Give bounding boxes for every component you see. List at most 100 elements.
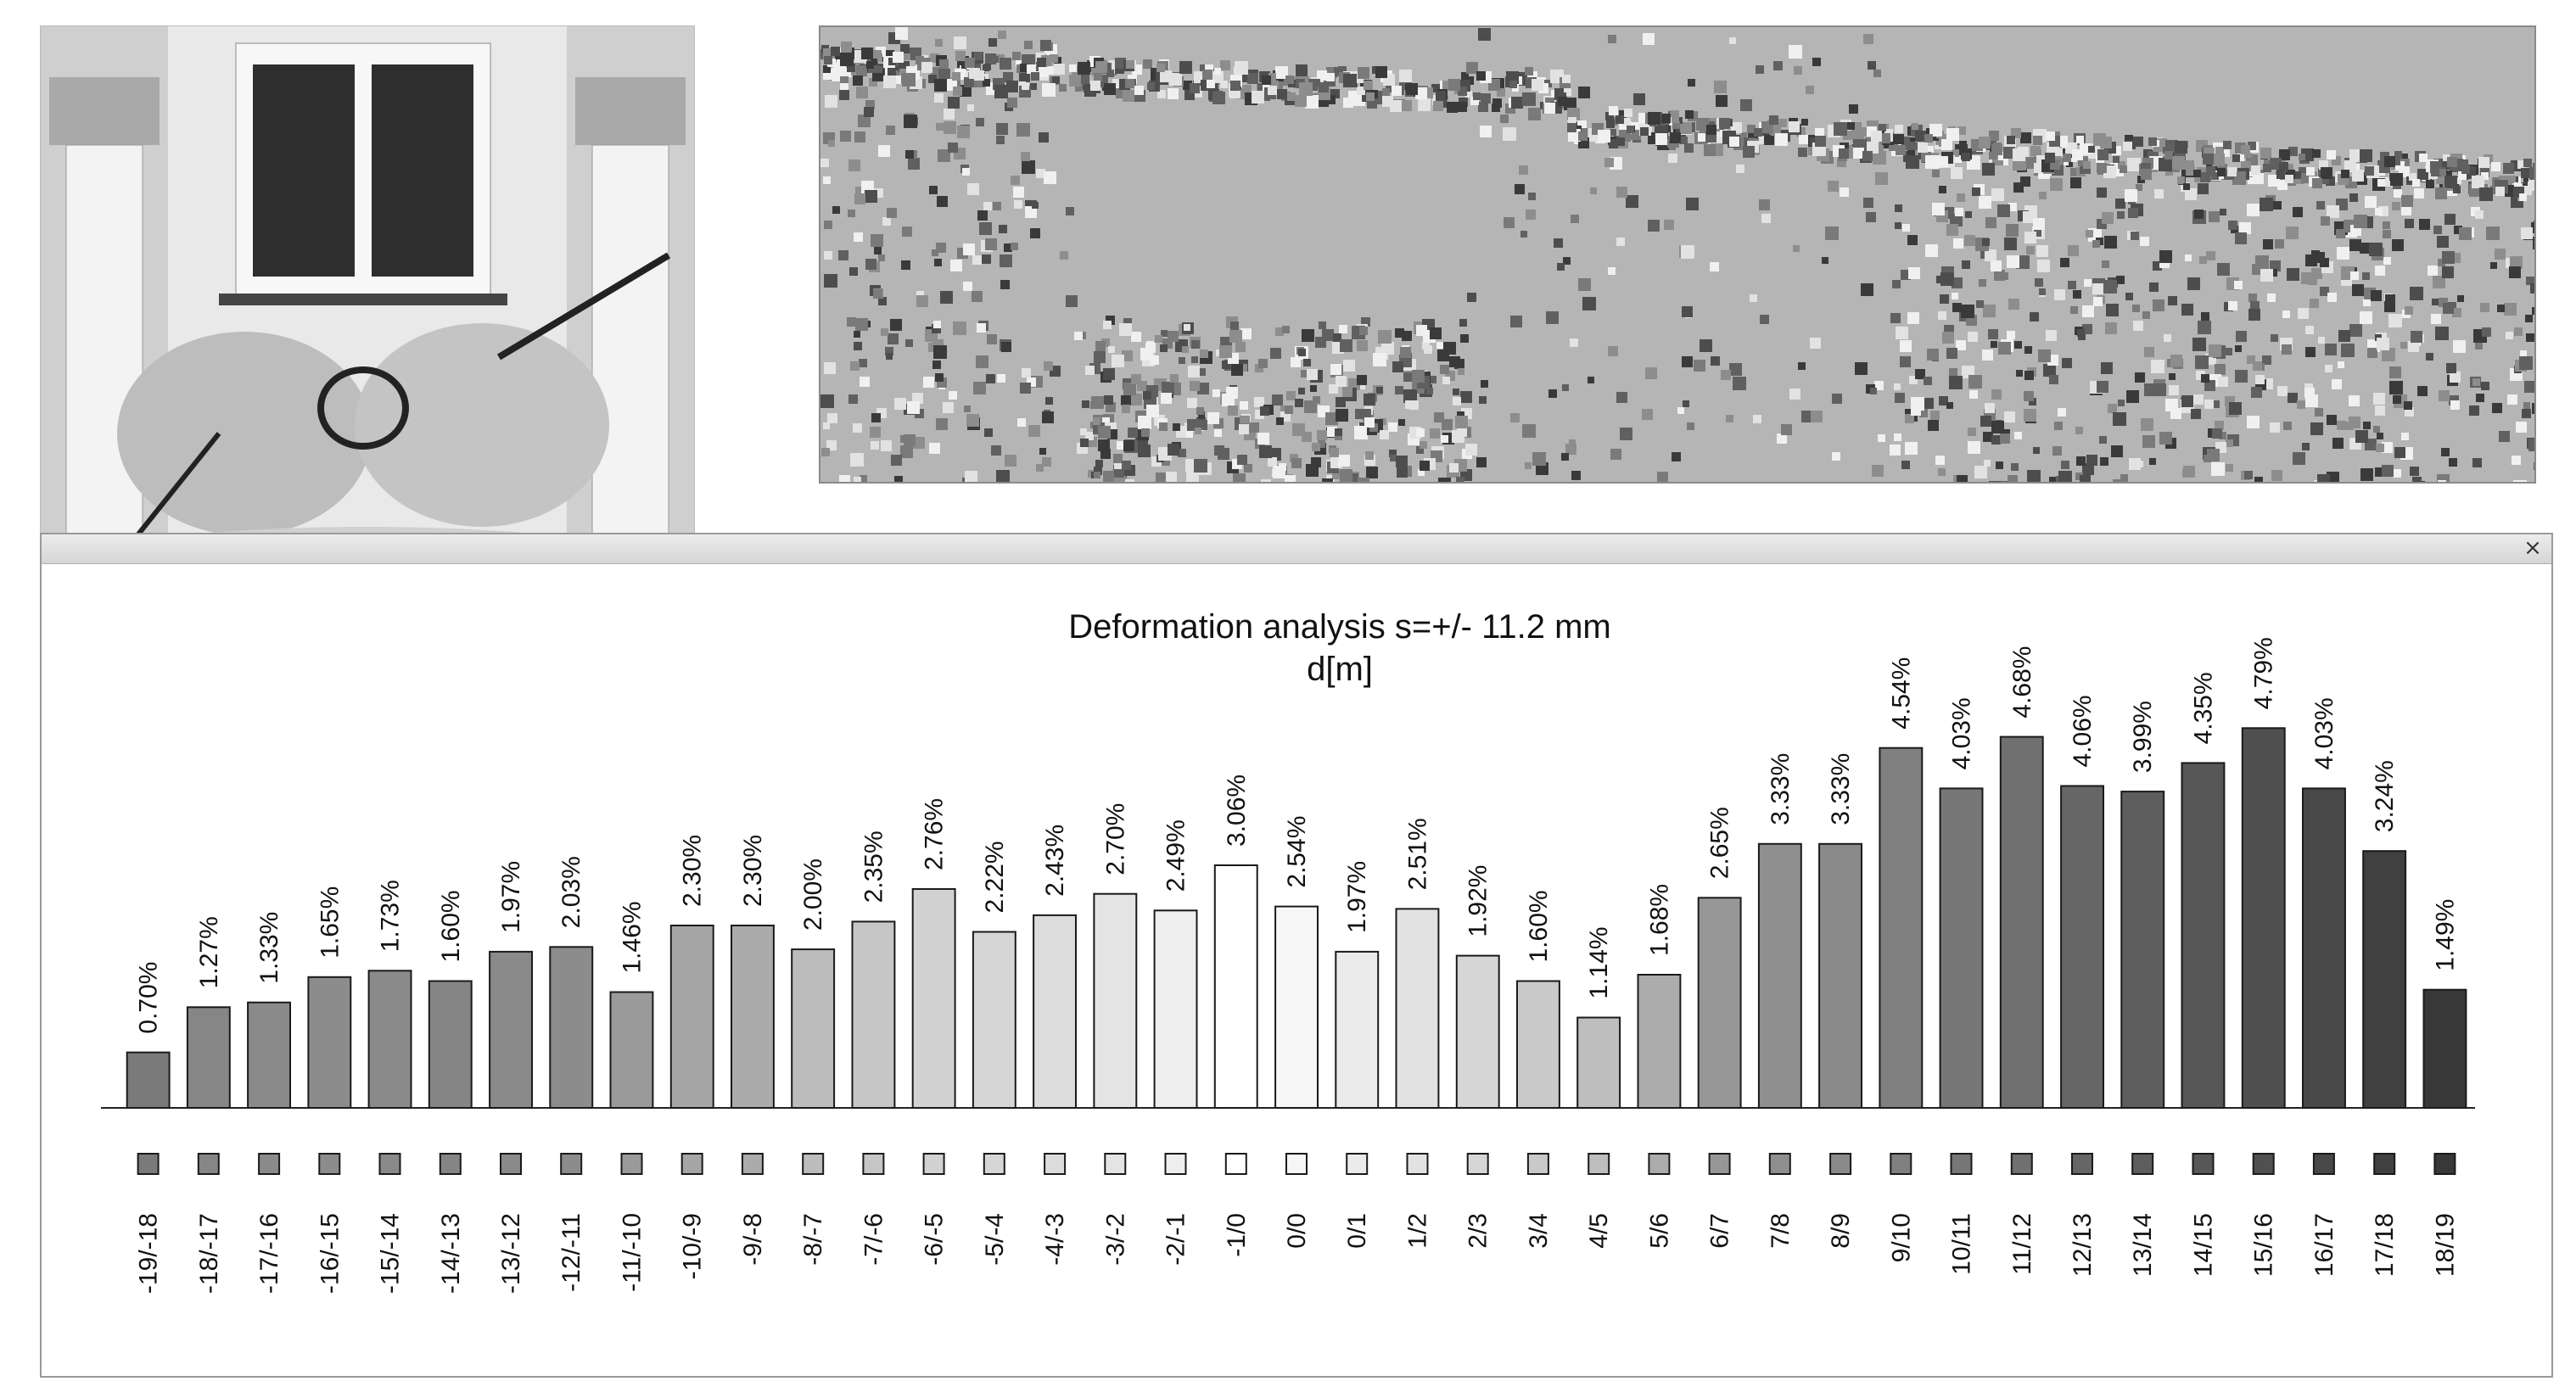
- legend-swatch: [1406, 1153, 1429, 1175]
- data-label: 1.92%: [1464, 865, 1492, 937]
- tick-label: 15/16: [2250, 1213, 2278, 1277]
- tick-label: -13/-12: [497, 1213, 525, 1294]
- tick-label: 9/10: [1887, 1213, 1915, 1262]
- data-label: 3.06%: [1223, 774, 1251, 847]
- data-label: 1.27%: [195, 916, 223, 988]
- data-label: 3.33%: [1767, 753, 1795, 825]
- legend-swatch: [1466, 1153, 1489, 1175]
- data-label: 2.03%: [557, 856, 585, 928]
- chart-window: × Deformation analysis s=+/- 11.2 mm d[m…: [40, 533, 2553, 1378]
- legend-swatch: [2433, 1153, 2456, 1175]
- bar--4/-3: [1033, 914, 1077, 1109]
- data-label: 1.49%: [2431, 899, 2459, 971]
- legend-swatch: [1346, 1153, 1369, 1175]
- data-label: 4.54%: [1887, 657, 1915, 730]
- data-label: 2.30%: [739, 835, 767, 907]
- bar-4/5: [1576, 1016, 1621, 1109]
- data-label: 2.22%: [981, 841, 1009, 913]
- legend-swatch: [1890, 1153, 1912, 1175]
- bar-16/17: [2302, 787, 2346, 1109]
- tick-label: 1/2: [1404, 1213, 1432, 1249]
- data-label: 1.65%: [316, 886, 344, 959]
- data-label: 1.60%: [437, 890, 465, 962]
- legend-swatch: [922, 1153, 945, 1175]
- legend-swatch: [741, 1153, 764, 1175]
- legend-swatch: [378, 1153, 401, 1175]
- data-label: 4.35%: [2190, 672, 2218, 744]
- tick-label: 17/18: [2371, 1213, 2399, 1277]
- legend-swatch: [1588, 1153, 1610, 1175]
- tick-label: 11/12: [2008, 1213, 2036, 1275]
- legend-swatch: [560, 1153, 583, 1175]
- bar--2/-1: [1153, 909, 1198, 1109]
- tick-label: 12/13: [2069, 1213, 2097, 1277]
- close-icon[interactable]: ×: [2523, 535, 2542, 561]
- bar--16/-15: [307, 976, 352, 1109]
- point-cloud-scan: [819, 25, 2536, 484]
- bar-11/12: [1999, 735, 2044, 1109]
- tick-label: -10/-9: [679, 1213, 707, 1279]
- tick-label: -12/-11: [557, 1213, 585, 1292]
- tick-label: 5/6: [1645, 1213, 1673, 1249]
- legend-swatch: [2373, 1153, 2396, 1175]
- legend-swatch: [197, 1153, 220, 1175]
- bar--8/-7: [791, 948, 836, 1109]
- data-label: 3.99%: [2129, 701, 2157, 773]
- legend-swatch: [500, 1153, 522, 1175]
- tick-label: 16/17: [2310, 1213, 2338, 1277]
- legend-swatch: [1044, 1153, 1067, 1175]
- bar--11/-10: [609, 991, 654, 1109]
- bar--17/-16: [247, 1001, 292, 1110]
- bar-15/16: [2241, 727, 2286, 1110]
- legend-swatch: [862, 1153, 885, 1175]
- bar--9/-8: [731, 925, 775, 1109]
- data-label: 4.68%: [2008, 646, 2036, 719]
- bars-group: 0.70% -19/-18 1.27% -18/-17 1.33% -17/-16 1.65…: [126, 637, 2467, 1294]
- tick-label: -18/-17: [195, 1213, 223, 1294]
- bar-12/13: [2060, 785, 2105, 1109]
- bar--14/-13: [428, 980, 473, 1109]
- tick-label: -19/-18: [135, 1213, 163, 1294]
- data-label: 2.54%: [1283, 816, 1311, 888]
- legend-swatch: [1950, 1153, 1973, 1175]
- legend-swatch: [258, 1153, 281, 1175]
- bar--18/-17: [186, 1006, 231, 1109]
- tick-label: -16/-15: [316, 1213, 344, 1294]
- bar-0/1: [1335, 950, 1380, 1109]
- legend-swatch: [1829, 1153, 1852, 1175]
- tick-label: 6/7: [1706, 1213, 1734, 1249]
- tick-label: 7/8: [1767, 1213, 1795, 1249]
- data-label: 2.30%: [679, 835, 707, 907]
- chart-subtitle: d[m]: [1307, 651, 1373, 688]
- bar--10/-9: [669, 925, 714, 1109]
- legend-swatch: [439, 1153, 462, 1175]
- data-label: 1.14%: [1585, 926, 1613, 998]
- legend-swatch: [2071, 1153, 2093, 1175]
- window-title-bar: ×: [42, 534, 2551, 564]
- legend-swatch: [2252, 1153, 2275, 1175]
- tick-label: -1/0: [1223, 1213, 1251, 1257]
- data-label: 4.03%: [2310, 697, 2338, 769]
- bar-6/7: [1697, 897, 1742, 1109]
- data-label: 2.65%: [1706, 807, 1734, 879]
- tick-label: 0/1: [1343, 1213, 1371, 1249]
- legend-swatch: [620, 1153, 643, 1175]
- legend-swatch: [802, 1153, 825, 1175]
- data-label: 2.51%: [1404, 818, 1432, 890]
- tick-label: 4/5: [1585, 1213, 1613, 1249]
- tick-label: -2/-1: [1162, 1213, 1190, 1266]
- bar--15/-14: [367, 970, 412, 1109]
- data-label: 2.76%: [921, 798, 949, 870]
- tick-label: -17/-16: [255, 1213, 283, 1294]
- tick-label: -11/-10: [619, 1213, 647, 1292]
- bar-18/19: [2422, 988, 2467, 1110]
- data-label: 2.49%: [1162, 819, 1190, 892]
- tick-label: -15/-14: [377, 1213, 405, 1294]
- data-label: 3.33%: [1827, 753, 1855, 825]
- tick-label: 18/19: [2431, 1213, 2459, 1277]
- bar--3/-2: [1093, 892, 1138, 1110]
- data-label: 3.24%: [2371, 760, 2399, 832]
- data-label: 1.97%: [1343, 861, 1371, 933]
- tick-label: 14/15: [2190, 1213, 2218, 1277]
- bar-10/11: [1939, 787, 1984, 1109]
